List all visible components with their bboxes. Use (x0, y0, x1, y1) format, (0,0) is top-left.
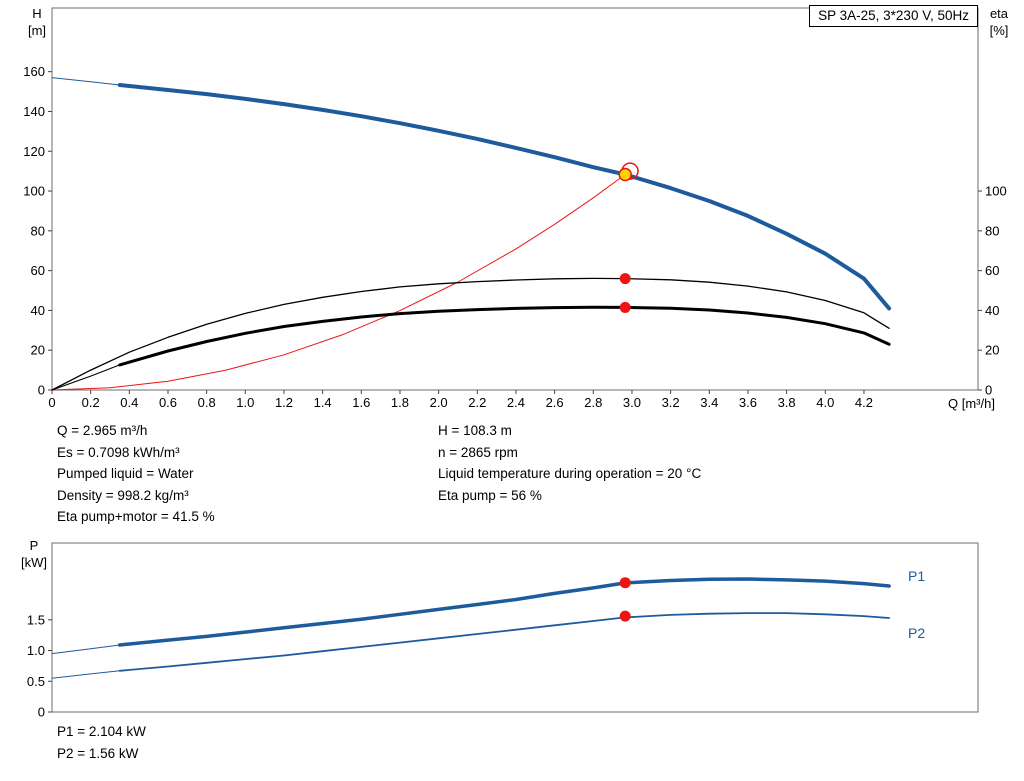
head-efficiency-chart-frame (51, 7, 979, 391)
x-tick-label: 3.0 (623, 395, 641, 410)
x-tick-label: 2.4 (507, 395, 525, 410)
y-tick-left-label: 60 (31, 263, 45, 278)
info-head: H = 108.3 m (438, 423, 512, 438)
x-tick-label: 1.2 (275, 395, 293, 410)
y-tick-right-label: 20 (985, 343, 999, 358)
y-tick-left-label: 0.5 (27, 674, 45, 689)
info-pumped-liquid: Pumped liquid = Water (57, 466, 194, 481)
y-tick-right-label: 0 (985, 383, 992, 398)
system-curve (51, 174, 626, 391)
x-tick-label: 4.0 (816, 395, 834, 410)
x-tick-label: 3.8 (778, 395, 796, 410)
footer-p1-value: P1 = 2.104 kW (57, 724, 146, 739)
x-tick-label: 2.0 (430, 395, 448, 410)
info-speed: n = 2865 rpm (438, 444, 518, 460)
p2-curve (118, 612, 890, 672)
eta-pump-motor-curve (118, 305, 891, 367)
info-eta-pump-motor: Eta pump+motor = 41.5 % (57, 509, 215, 524)
y-tick-left-label: 20 (31, 343, 45, 358)
x-tick-label: 2.8 (584, 395, 602, 410)
footer-p2-value: P2 = 1.56 kW (57, 746, 139, 761)
info-density: Density = 998.2 kg/m³ (57, 487, 189, 503)
y-tick-left-label: 1.5 (27, 612, 45, 627)
x-tick-label: 0 (48, 395, 55, 410)
p2-curve-lowflow (51, 670, 121, 679)
x-tick-label: 0.4 (120, 395, 138, 410)
eta-pump-op-point (619, 273, 631, 285)
y-tick-left-label: 100 (23, 184, 45, 199)
power-chart-frame (51, 542, 979, 713)
eta-pump-motor-lowflow (51, 364, 121, 391)
y-tick-right-label: 60 (985, 263, 999, 278)
x-tick-label: 1.4 (314, 395, 332, 410)
p1-curve-lowflow (51, 644, 121, 655)
y-tick-left-label: 120 (23, 144, 45, 159)
info-flow: Q = 2.965 m³/h (57, 423, 148, 438)
p1-curve (117, 577, 891, 647)
x-tick-label: 3.2 (662, 395, 680, 410)
y-tick-left-label: 1.0 (27, 643, 45, 658)
x-tick-label: 0.6 (159, 395, 177, 410)
eta-axis-unit: [%] (989, 23, 1009, 38)
p-axis-label: P [kW] (16, 537, 52, 571)
y-tick-left-label: 160 (23, 64, 45, 79)
power-values: P1 = 2.104 kW P2 = 1.56 kW (57, 721, 146, 765)
info-specific-energy: Es = 0.7098 kWh/m³ (57, 444, 180, 460)
x-tick-label: 1.0 (236, 395, 254, 410)
p-axis-symbol: P (29, 538, 39, 553)
pump-title-box: SP 3A-25, 3*230 V, 50Hz (809, 5, 978, 27)
h-curve (117, 83, 892, 311)
y-tick-right-label: 80 (985, 223, 999, 238)
x-tick-label: 3.6 (739, 395, 757, 410)
p-axis-unit: [kW] (21, 555, 47, 570)
y-tick-left-label: 40 (31, 303, 45, 318)
p2-curve-label: P2 (908, 625, 926, 641)
p2-op-point (619, 610, 631, 622)
y-tick-right-label: 100 (985, 184, 1007, 199)
h-curve-lowflow (51, 77, 121, 86)
p1-op-point (619, 577, 631, 589)
x-tick-label: 2.6 (546, 395, 564, 410)
y-tick-left-label: 0 (38, 383, 45, 398)
x-tick-label: 0.8 (198, 395, 216, 410)
x-tick-label: 1.6 (352, 395, 370, 410)
x-tick-label: 2.2 (468, 395, 486, 410)
eta-pump-motor-op-point (619, 301, 631, 313)
info-right-column: H = 108.3 m n = 2865 rpm Liquid temperat… (438, 420, 701, 506)
x-tick-label: 0.2 (82, 395, 100, 410)
x-tick-label: 3.4 (700, 395, 718, 410)
y-tick-left-label: 80 (31, 223, 45, 238)
h-axis-label: H [m] (22, 5, 52, 39)
y-tick-left-label: 0 (38, 705, 45, 720)
x-tick-label: 1.8 (391, 395, 409, 410)
h-axis-symbol: H (32, 6, 42, 21)
h-axis-unit: [m] (27, 23, 47, 38)
info-left-column: Q = 2.965 m³/h Es = 0.7098 kWh/m³ Pumped… (57, 420, 215, 528)
y-tick-right-label: 40 (985, 303, 999, 318)
y-tick-left-label: 140 (23, 104, 45, 119)
info-liquid-temperature: Liquid temperature during operation = 20… (438, 466, 702, 481)
eta-axis-label: eta [%] (982, 5, 1016, 39)
operating-point[interactable] (618, 167, 632, 182)
x-tick-label: 4.2 (855, 395, 873, 410)
q-axis-label: Q [m³/h] (948, 396, 995, 411)
eta-pump-curve (51, 277, 890, 391)
info-eta-pump: Eta pump = 56 % (438, 487, 542, 503)
eta-axis-symbol: eta (989, 6, 1009, 21)
p1-curve-label: P1 (908, 568, 926, 584)
